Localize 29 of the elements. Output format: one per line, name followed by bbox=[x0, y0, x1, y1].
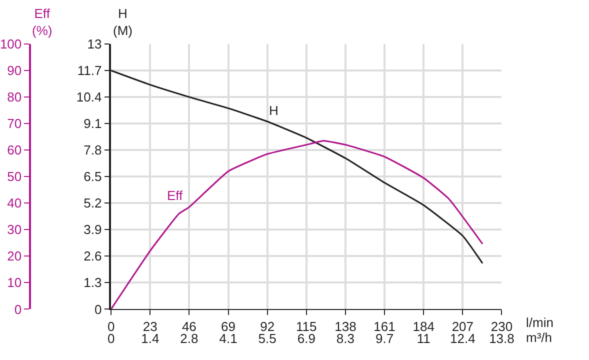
y2-tick-label: 5.2 bbox=[84, 196, 102, 211]
y-tick-label: 0 bbox=[14, 302, 22, 317]
y-tick-label: 100 bbox=[0, 36, 22, 52]
y-tick-label: 30 bbox=[7, 222, 22, 238]
series-label: H bbox=[269, 103, 278, 118]
y2-axis-title: H (M) bbox=[113, 6, 132, 38]
y-tick-label: 70 bbox=[7, 116, 22, 132]
y-tick-label: 60 bbox=[7, 142, 22, 158]
y2-tick-label: 10.4 bbox=[76, 90, 102, 105]
y2-tick-label: 9.1 bbox=[84, 116, 102, 132]
y2-tick-label: 0 bbox=[94, 302, 102, 317]
x2-axis-title: m³/h bbox=[526, 330, 552, 345]
y2-tick-label: 7.8 bbox=[84, 142, 102, 158]
y-axis-title: Eff (%) bbox=[32, 6, 52, 38]
y2-tick-label: 1.3 bbox=[84, 275, 102, 290]
y-tick-label: 40 bbox=[7, 196, 22, 211]
y2-tick-label: 6.5 bbox=[84, 169, 102, 184]
y2-tick-label: 13 bbox=[87, 36, 102, 52]
line-series bbox=[111, 140, 484, 310]
series-label: Eff bbox=[167, 188, 184, 203]
y-tick-label: 50 bbox=[7, 169, 22, 184]
y-tick-label: 80 bbox=[7, 90, 22, 105]
y-tick-label: 10 bbox=[7, 275, 22, 290]
y2-tick-label: 2.6 bbox=[84, 248, 102, 264]
y-tick-label: 20 bbox=[7, 248, 22, 264]
y-tick-label: 90 bbox=[7, 63, 22, 78]
y2-tick-label: 11.7 bbox=[77, 63, 102, 78]
x-axis-title: l/min bbox=[526, 315, 554, 330]
y2-tick-label: 3.9 bbox=[84, 222, 102, 238]
